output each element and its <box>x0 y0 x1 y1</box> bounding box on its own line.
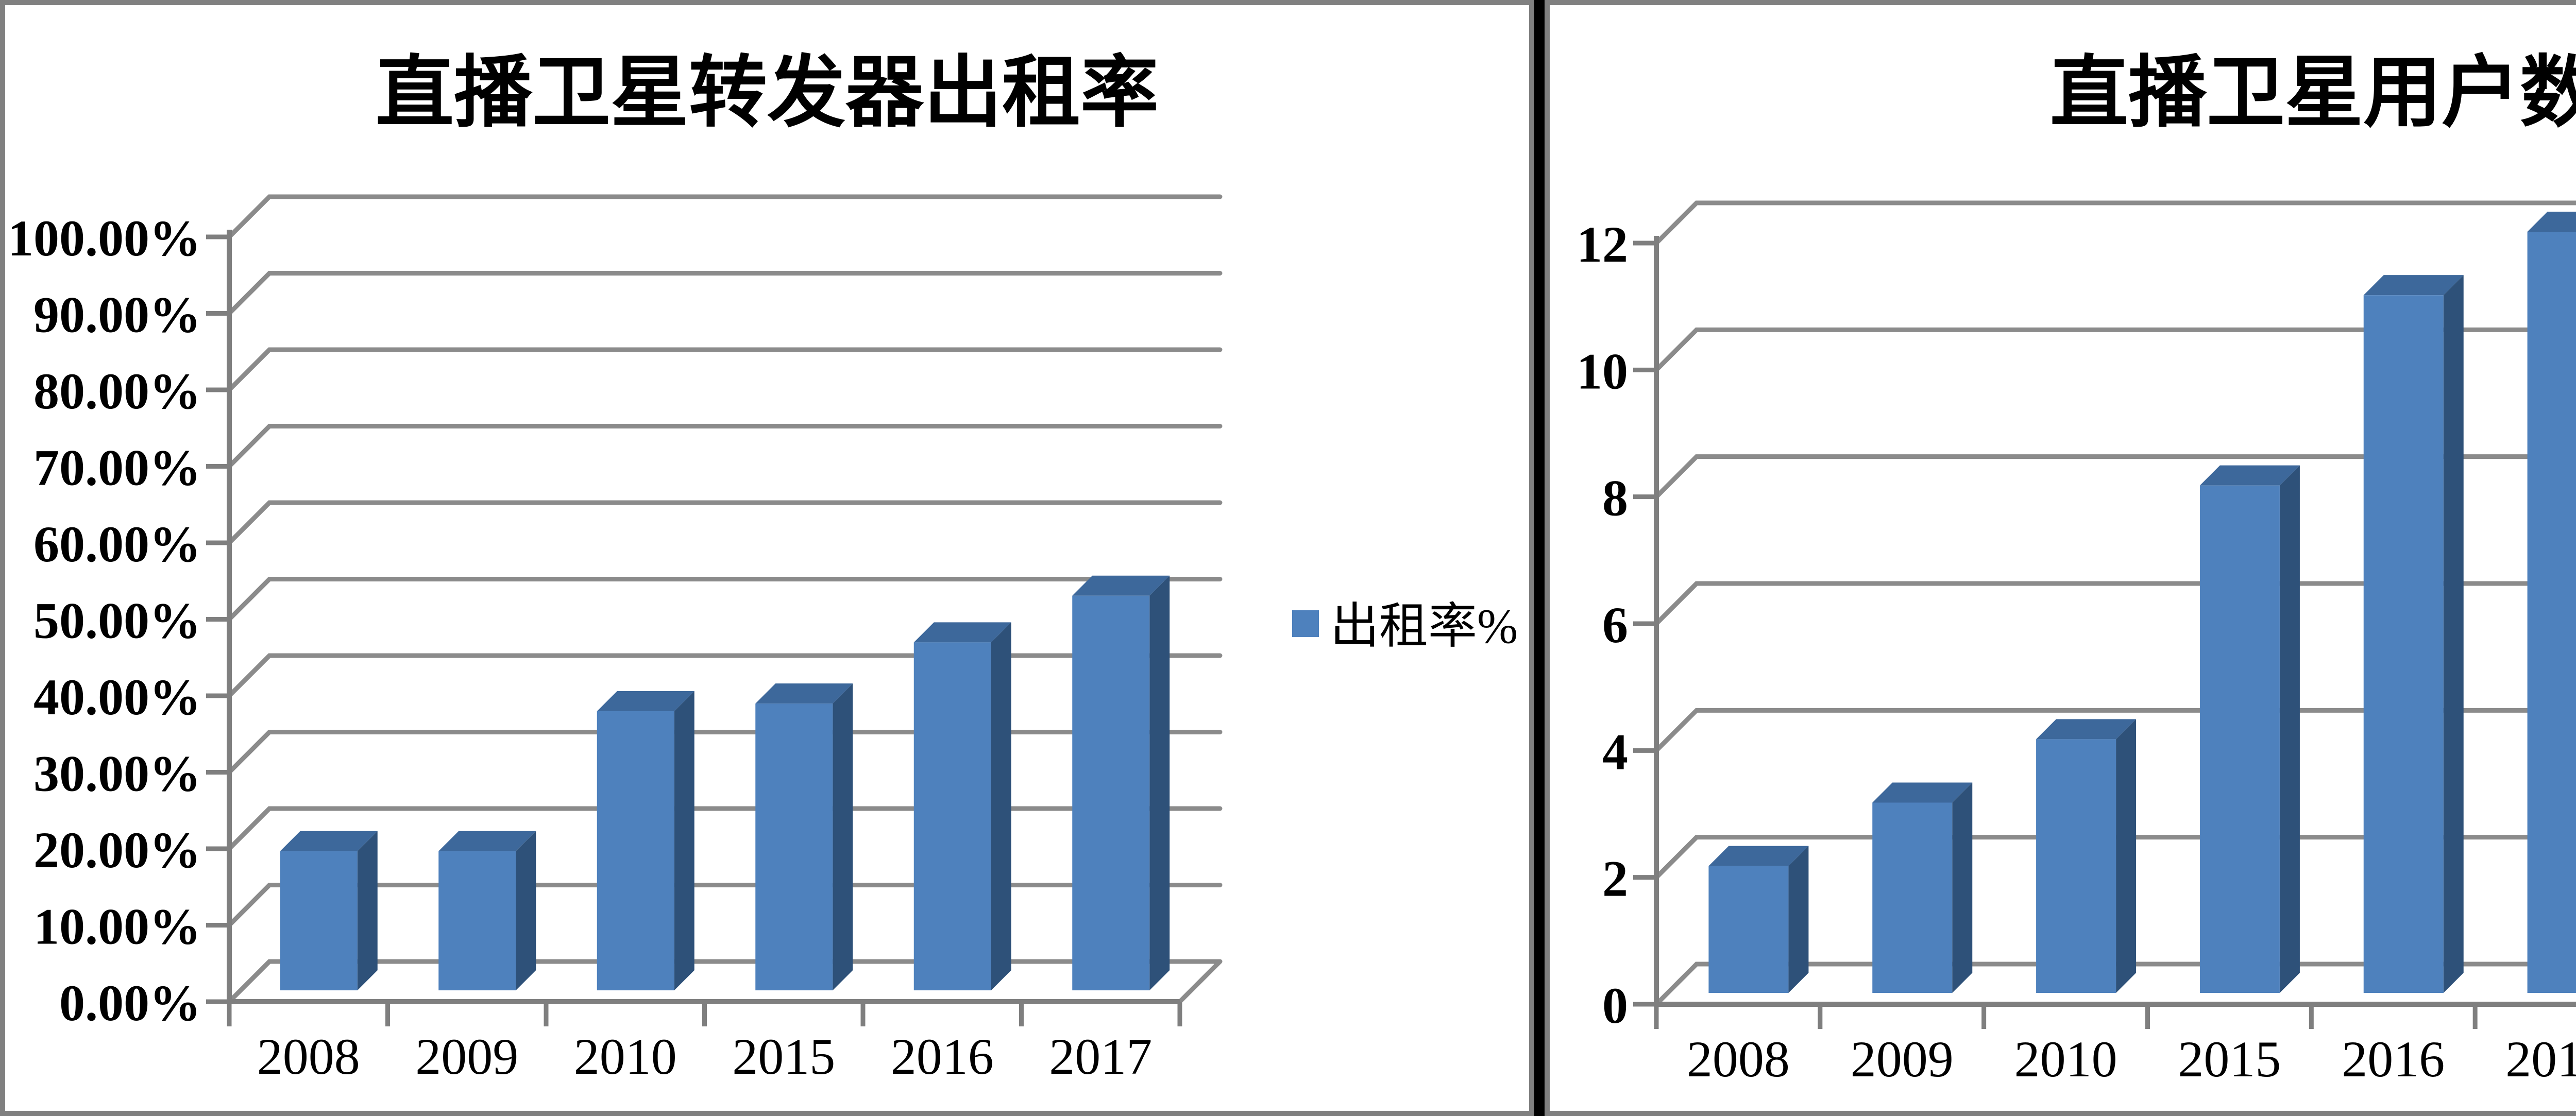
user-count-chart: 0 2 4 6 8 10 12 2008 2009 2010 2015 2016 2017 直播卫星用户数… <box>1577 50 2576 1088</box>
bar-side-2015 <box>2279 465 2300 993</box>
xtick-label-2009: 2009 <box>1851 1031 1954 1088</box>
gridline-100 <box>227 194 1223 239</box>
bar-top-2017 <box>2527 212 2576 232</box>
ytick-label-0: 0.00% <box>59 974 201 1032</box>
floor-right-edge <box>1177 959 1223 1004</box>
gridline-12 <box>1654 200 2576 246</box>
gridline-10 <box>1654 327 2576 372</box>
ytick-label-70: 70.00% <box>33 439 201 496</box>
chart-title: 直播卫星用户数量 <box>2050 50 2576 136</box>
ytick-label-0: 0 <box>1602 977 1628 1034</box>
xtick-label-2009: 2009 <box>415 1028 518 1085</box>
gridline-70 <box>227 424 1223 469</box>
bar-2017 <box>2527 232 2576 993</box>
bar-2015 <box>2199 485 2280 993</box>
xtick-label-2015: 2015 <box>732 1028 835 1085</box>
gridline-20 <box>227 806 1223 851</box>
bar-2008 <box>280 851 358 990</box>
chart-title: 直播卫星转发器出租率 <box>376 50 1159 136</box>
xtick-label-2008: 2008 <box>1687 1031 1790 1088</box>
bar-2008 <box>1708 866 1789 993</box>
ytick-label-80: 80.00% <box>33 363 201 420</box>
gridline-80 <box>227 347 1223 392</box>
bar-top-2017 <box>1072 575 1170 596</box>
ytick-label-6: 6 <box>1602 596 1628 654</box>
gridline-90 <box>227 271 1223 316</box>
bar-top-2009 <box>1872 782 1973 803</box>
xtick-label-2016: 2016 <box>2342 1031 2445 1088</box>
xtick-label-2016: 2016 <box>891 1028 994 1085</box>
gridline-50 <box>227 577 1223 622</box>
gridline-0 <box>1654 962 2576 1007</box>
gridline-2 <box>1654 835 2576 880</box>
gridline-8 <box>1654 454 2576 500</box>
bar-side-2017 <box>1149 575 1170 990</box>
bar-top-2009 <box>438 831 536 851</box>
bar-2010 <box>2036 739 2116 993</box>
gridline-30 <box>227 730 1223 775</box>
bar-side-2016 <box>2443 275 2464 993</box>
bar-2016 <box>2363 295 2444 993</box>
bar-top-2010 <box>2036 719 2137 740</box>
bar-top-2008 <box>1708 846 1809 866</box>
bar-2009 <box>438 851 516 990</box>
ytick-label-10: 10.00% <box>33 898 201 955</box>
gridline-6 <box>1654 581 2576 626</box>
xtick-label-2010: 2010 <box>574 1028 677 1085</box>
xtick-label-2017: 2017 <box>2505 1031 2576 1088</box>
bar-2017 <box>1072 595 1150 990</box>
bar-top-2008 <box>280 831 378 851</box>
xtick-label-2010: 2010 <box>2014 1031 2117 1088</box>
ytick-label-20: 20.00% <box>33 821 201 879</box>
chart-panel-transponder-rental-rate: 0.00% 10.00% 20.00% 30.00% 40.00% 50.00% 60.00… <box>0 0 1534 1116</box>
ytick-label-8: 8 <box>1602 470 1628 527</box>
bar-2009 <box>1872 802 1953 993</box>
ytick-label-30: 30.00% <box>33 745 201 802</box>
gridline-60 <box>227 500 1223 545</box>
gridline-10 <box>227 883 1223 928</box>
bar-side-2016 <box>991 622 1011 990</box>
transponder-rental-rate-chart: 0.00% 10.00% 20.00% 30.00% 40.00% 50.00% 60.00… <box>8 50 1518 1085</box>
legend-swatch <box>1292 610 1319 637</box>
bar-side-2008 <box>357 831 378 990</box>
bar-top-2016 <box>913 622 1011 643</box>
bar-top-2016 <box>2363 275 2464 296</box>
bar-side-2009 <box>516 831 536 990</box>
gridline-40 <box>227 653 1223 698</box>
bar-side-2008 <box>1788 846 1809 993</box>
bar-top-2015 <box>755 683 853 704</box>
bar-2016 <box>913 642 991 990</box>
bar-side-2009 <box>1952 782 1973 993</box>
bar-top-2015 <box>2199 465 2300 486</box>
ytick-label-2: 2 <box>1602 850 1628 907</box>
ytick-label-4: 4 <box>1602 723 1628 780</box>
bar-2010 <box>597 711 674 990</box>
bar-2015 <box>755 703 833 990</box>
ytick-label-10: 10 <box>1577 342 1628 400</box>
xtick-label-2008: 2008 <box>257 1028 360 1085</box>
gridline-4 <box>1654 708 2576 753</box>
ytick-label-12: 12 <box>1577 216 1628 273</box>
ytick-label-50: 50.00% <box>33 592 201 649</box>
bar-side-2010 <box>2116 719 2137 993</box>
bar-top-2010 <box>597 691 694 711</box>
bar-side-2015 <box>833 683 853 990</box>
ytick-label-60: 60.00% <box>33 516 201 573</box>
ytick-label-40: 40.00% <box>33 668 201 726</box>
ytick-label-90: 90.00% <box>33 286 201 344</box>
ytick-label-100: 100.00% <box>8 210 201 267</box>
xtick-label-2015: 2015 <box>2178 1031 2281 1088</box>
legend-label: 出租率% <box>1330 599 1518 654</box>
bar-side-2010 <box>674 691 694 990</box>
gridline-0 <box>227 959 1223 1004</box>
xtick-label-2017: 2017 <box>1049 1028 1152 1085</box>
chart-panel-user-count: 0 2 4 6 8 10 12 2008 2009 2010 2015 2016 2017 直播卫星用户数… <box>1545 0 2576 1116</box>
